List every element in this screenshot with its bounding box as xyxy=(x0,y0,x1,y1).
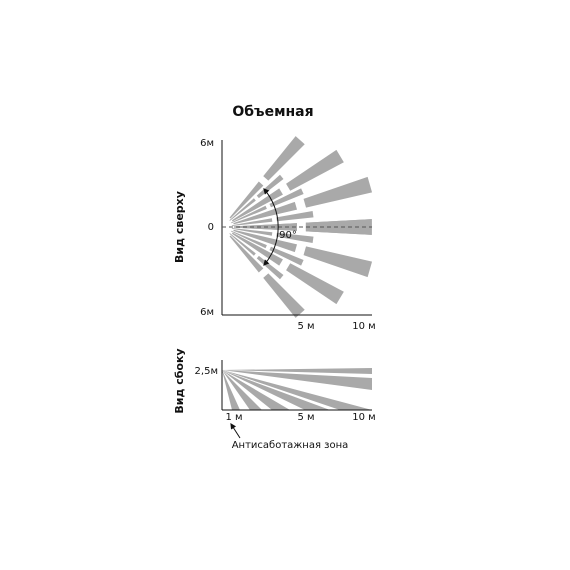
beam xyxy=(286,263,344,305)
x-label: 5 м xyxy=(297,321,314,332)
beam xyxy=(263,136,305,181)
angle-arc xyxy=(263,188,279,266)
title: Объемная xyxy=(232,104,313,120)
x-label: 10 м xyxy=(352,412,375,423)
beam xyxy=(229,233,256,256)
y-label: 6м xyxy=(200,307,214,318)
beam xyxy=(269,246,304,266)
beam xyxy=(286,149,344,191)
y-label: 2,5м xyxy=(195,366,218,377)
beam xyxy=(230,205,267,224)
beam xyxy=(222,370,372,410)
annotation-arrow xyxy=(230,422,241,439)
beam xyxy=(231,218,273,226)
beam xyxy=(231,228,273,236)
beam xyxy=(229,198,256,221)
beam xyxy=(269,188,304,208)
x-label: 10 м xyxy=(352,321,375,332)
y-label: 0 xyxy=(208,222,214,233)
x-label: 5 м xyxy=(297,412,314,423)
beam xyxy=(229,181,264,219)
annotation: Антисаботажная зона xyxy=(232,440,349,451)
beam xyxy=(276,211,314,222)
beam xyxy=(222,370,372,390)
angle-label: 90° xyxy=(279,230,297,241)
beam xyxy=(263,273,305,318)
beam xyxy=(222,368,372,374)
beam xyxy=(305,219,372,235)
view-label: Вид сбоку xyxy=(173,348,186,413)
beam xyxy=(222,370,290,410)
beam xyxy=(303,176,373,208)
view-label: Вид сверху xyxy=(173,191,186,263)
beam xyxy=(222,370,262,410)
x-label: 1 м xyxy=(225,412,242,423)
beams xyxy=(222,136,373,410)
beam xyxy=(230,230,267,249)
beam xyxy=(222,370,240,410)
y-label: 6м xyxy=(200,138,214,149)
beam xyxy=(229,235,264,273)
beam xyxy=(276,232,314,243)
beam xyxy=(303,246,373,278)
beam xyxy=(222,370,330,410)
